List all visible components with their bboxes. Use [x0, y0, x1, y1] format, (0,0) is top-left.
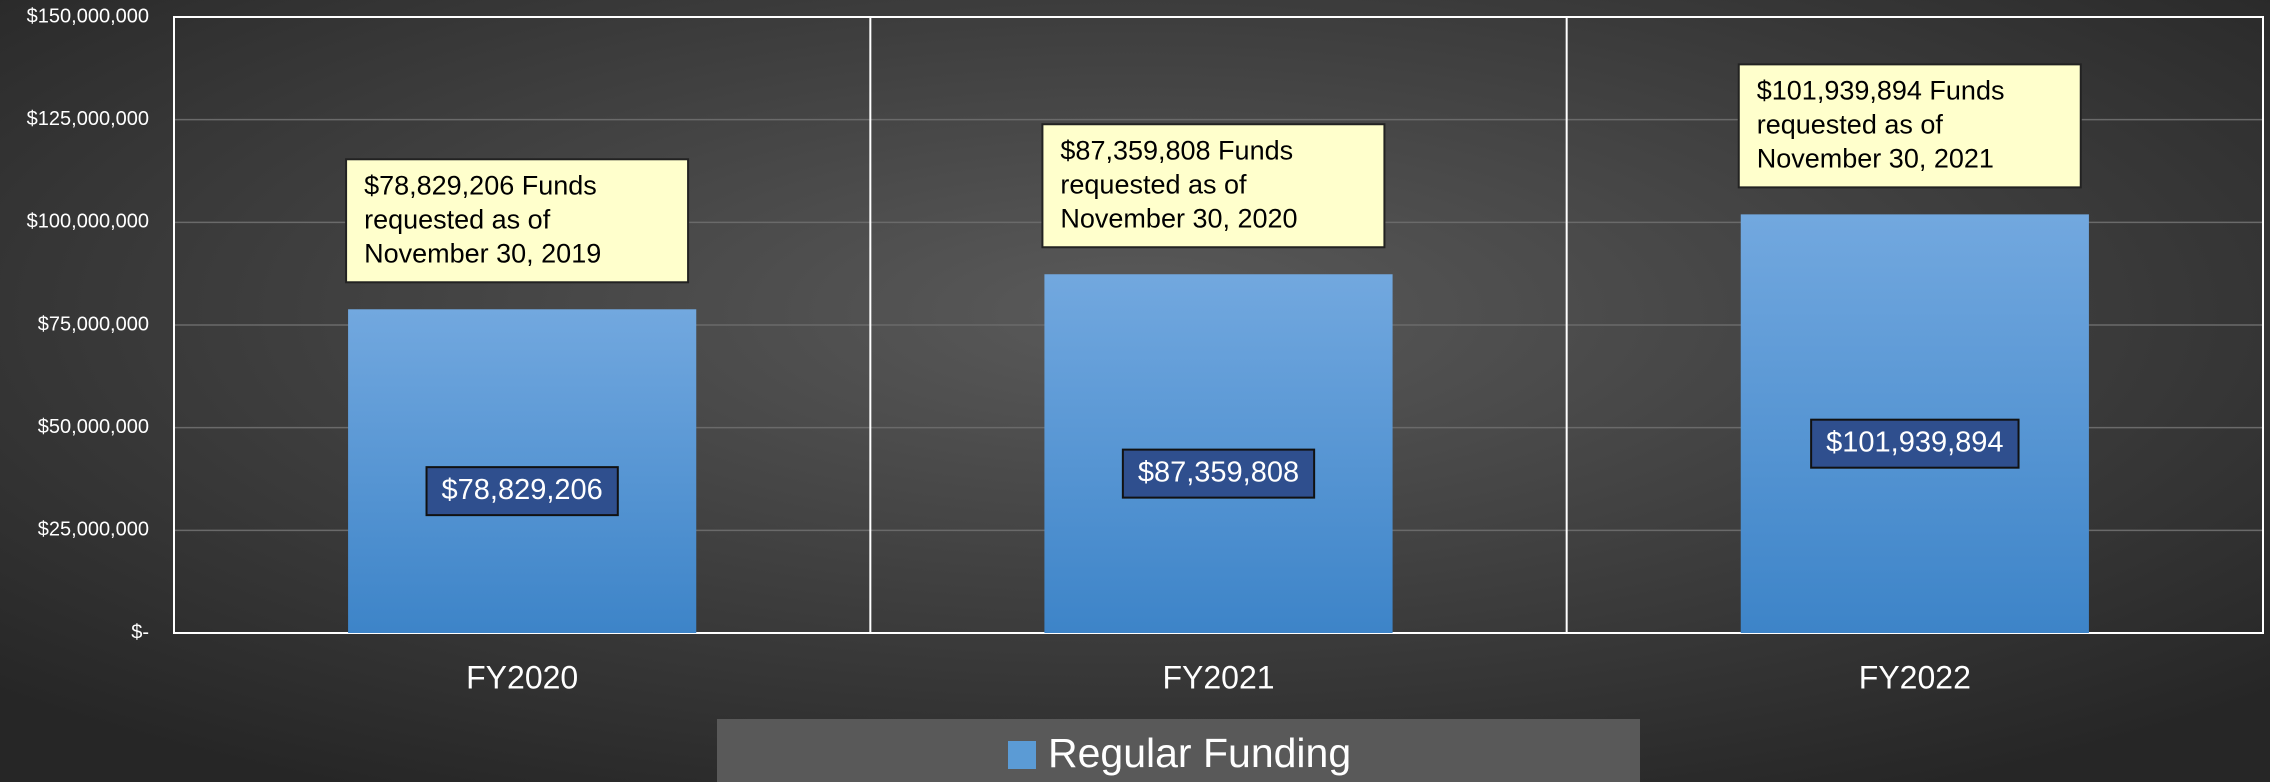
value-label: $78,829,206	[442, 474, 603, 506]
annotation-text: November 30, 2021	[1757, 143, 1994, 173]
annotation-text: $78,829,206 Funds	[364, 170, 597, 200]
annotation-text: November 30, 2019	[364, 238, 601, 268]
annotation-box	[345, 158, 690, 284]
annotation-text: $101,939,894 Funds	[1757, 75, 2005, 105]
x-tick-label: FY2021	[1162, 659, 1274, 695]
y-tick-label: $150,000,000	[27, 5, 149, 27]
value-label-box	[1810, 418, 2020, 469]
x-tick-label: FY2020	[466, 659, 578, 695]
legend-box	[717, 719, 1640, 782]
annotation-text: requested as of	[364, 204, 551, 234]
x-tick-label: FY2022	[1859, 659, 1971, 695]
annotation-box	[1041, 123, 1386, 249]
y-tick-label: $75,000,000	[38, 313, 149, 335]
annotation-text: requested as of	[1060, 169, 1247, 199]
value-label: $101,939,894	[1826, 426, 2003, 458]
annotation-box	[1737, 63, 2082, 189]
value-label: $87,359,808	[1138, 456, 1299, 488]
y-tick-label: $125,000,000	[27, 108, 149, 130]
y-tick-label: $25,000,000	[38, 519, 149, 541]
legend-swatch	[1008, 741, 1036, 769]
y-tick-label: $50,000,000	[38, 416, 149, 438]
annotation-text: November 30, 2020	[1060, 203, 1297, 233]
annotation-text: $87,359,808 Funds	[1060, 135, 1293, 165]
annotation-text: requested as of	[1757, 109, 1944, 139]
legend-label: Regular Funding	[1048, 730, 1351, 776]
value-label-box	[1121, 448, 1316, 499]
y-tick-label: $100,000,000	[27, 211, 149, 233]
y-tick-label: $-	[131, 621, 149, 643]
value-label-box	[425, 466, 619, 517]
